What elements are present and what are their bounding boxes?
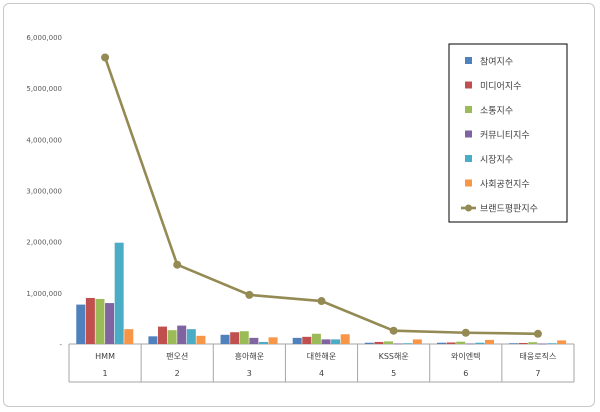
- x-category-number: 1: [103, 369, 108, 378]
- chart-frame: - 1,000,000 2,000,000 3,000,000 4,000,000 5,0…: [3, 3, 595, 407]
- bar: [239, 331, 249, 344]
- bar: [249, 337, 259, 344]
- y-tick-label: 2,000,000: [26, 239, 62, 247]
- line-point: [389, 326, 398, 335]
- line-series-group: [101, 53, 542, 338]
- line-point: [317, 297, 326, 306]
- bar: [547, 343, 557, 345]
- bar: [268, 337, 278, 344]
- bar: [340, 334, 350, 344]
- x-category-label: 와이엔텍: [451, 351, 480, 361]
- bar: [196, 335, 206, 344]
- y-tick-label: 3,000,000: [26, 188, 62, 196]
- legend-swatch: [465, 106, 472, 113]
- bar: [528, 342, 538, 344]
- legend-entry-label: 브랜드평판지수: [480, 204, 538, 215]
- bar: [403, 343, 413, 345]
- legend-line-marker: [465, 204, 472, 212]
- bar: [484, 339, 494, 344]
- chart: - 1,000,000 2,000,000 3,000,000 4,000,000 5,0…: [26, 34, 575, 383]
- bar: [412, 339, 422, 344]
- legend-swatch: [465, 57, 472, 64]
- x-category-label: HMM: [95, 352, 115, 361]
- bar: [76, 304, 86, 344]
- bar: [456, 341, 466, 344]
- bar: [114, 242, 124, 344]
- bar: [158, 326, 168, 344]
- axes-group: - 1,000,000 2,000,000 3,000,000 4,000,000 5,0…: [26, 34, 575, 383]
- x-category-number: 2: [175, 369, 180, 378]
- y-tick-label: 4,000,000: [26, 136, 62, 144]
- legend-entry-label: 소통지수: [480, 106, 513, 117]
- y-tick-label: 5,000,000: [26, 85, 62, 93]
- bar: [177, 325, 187, 344]
- x-category-label: 흥아해운: [235, 351, 264, 361]
- bar: [518, 342, 528, 344]
- bar: [374, 341, 384, 344]
- bar: [95, 298, 105, 344]
- bar: [186, 329, 196, 344]
- bar: [384, 341, 394, 344]
- bar: [446, 342, 456, 344]
- x-category-number: 7: [535, 369, 540, 378]
- legend-entry-label: 시장지수: [480, 155, 513, 166]
- legend-swatch: [465, 130, 472, 138]
- bar: [321, 339, 331, 344]
- x-category-number: 4: [319, 369, 324, 378]
- bar: [436, 342, 446, 344]
- legend-entry-label: 커뮤니티지수: [480, 130, 530, 141]
- bar: [509, 343, 519, 345]
- bar: [167, 330, 177, 344]
- x-category-label: 팬오션: [166, 351, 188, 361]
- x-category-number: 5: [391, 369, 396, 378]
- line-point: [245, 290, 254, 299]
- x-category-number: 3: [247, 369, 252, 378]
- x-category-label: 태웅로직스: [520, 351, 557, 361]
- bar: [331, 339, 341, 344]
- x-category-number: 6: [463, 369, 468, 378]
- legend-entry-label: 사회공헌지수: [480, 179, 530, 190]
- line-point: [173, 260, 182, 269]
- line-point: [101, 53, 110, 62]
- x-category-label: KSS해운: [379, 351, 409, 361]
- line-point: [533, 329, 542, 338]
- bar: [475, 342, 485, 344]
- bar: [124, 329, 134, 344]
- bar: [85, 297, 95, 344]
- bar: [557, 340, 567, 344]
- legend-swatch: [465, 81, 472, 89]
- y-tick-label: 1,000,000: [26, 290, 62, 298]
- bar: [302, 336, 312, 344]
- bar: [258, 341, 268, 344]
- bar: [311, 333, 321, 344]
- bar: [537, 343, 547, 345]
- line-point: [461, 328, 470, 337]
- bars-group: [76, 242, 567, 345]
- legend-swatch: [465, 179, 472, 187]
- bar: [220, 334, 230, 344]
- x-category-label: 대한해운: [307, 351, 336, 361]
- legend-entry-label: 참여지수: [480, 56, 513, 68]
- legend-entry-label: 미디어지수: [480, 81, 521, 92]
- bar: [292, 337, 302, 344]
- bar: [465, 343, 475, 345]
- legend-swatch: [465, 155, 472, 162]
- bar: [105, 303, 115, 344]
- bar: [148, 336, 158, 344]
- y-tick-label: -: [59, 341, 62, 349]
- bar: [364, 342, 374, 344]
- y-tick-label: 6,000,000: [26, 34, 62, 42]
- bar: [393, 343, 403, 345]
- bar: [230, 332, 240, 344]
